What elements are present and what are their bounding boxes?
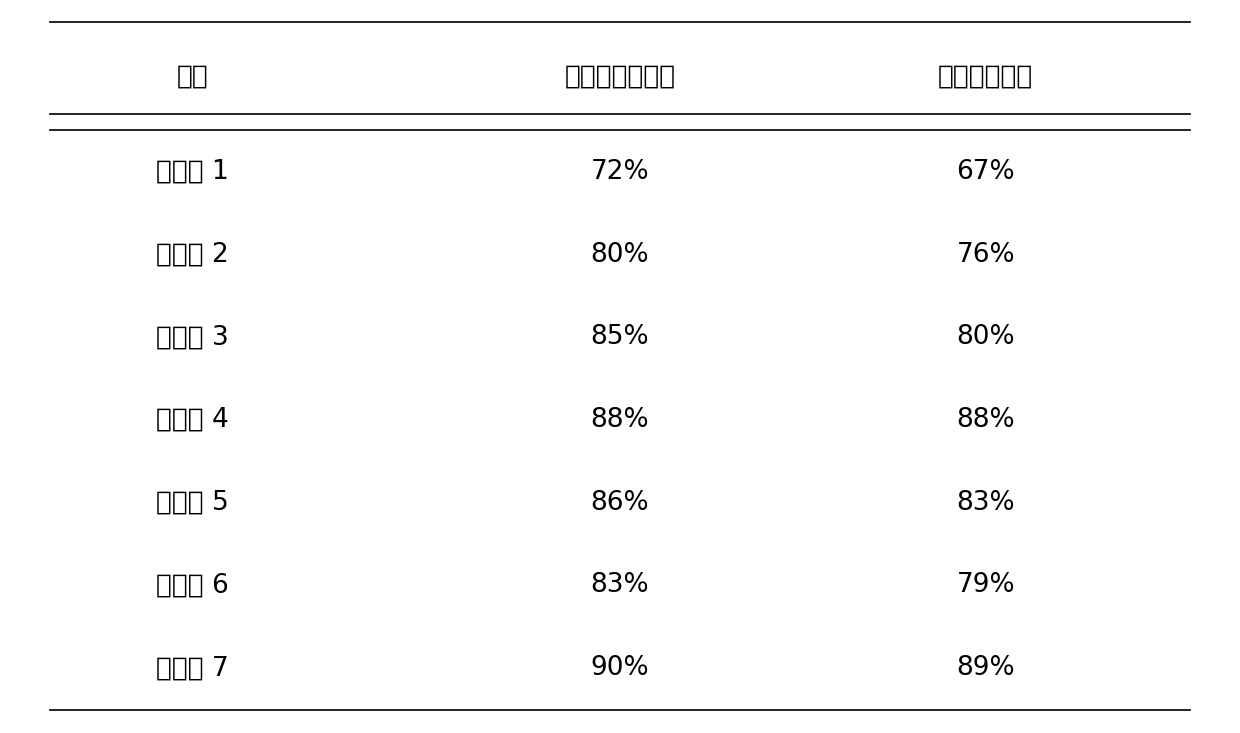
- Text: 甲基橙处理率: 甲基橙处理率: [939, 64, 1033, 90]
- Text: 72%: 72%: [590, 159, 650, 185]
- Text: 实施例 7: 实施例 7: [156, 655, 228, 681]
- Text: 实施例 5: 实施例 5: [156, 490, 228, 516]
- Text: 实施例 6: 实施例 6: [156, 572, 228, 598]
- Text: 88%: 88%: [956, 407, 1016, 433]
- Text: 80%: 80%: [590, 242, 650, 268]
- Text: 85%: 85%: [590, 324, 650, 350]
- Text: 79%: 79%: [956, 572, 1016, 598]
- Text: 83%: 83%: [590, 572, 650, 598]
- Text: 76%: 76%: [956, 242, 1016, 268]
- Text: 实施例 2: 实施例 2: [156, 242, 228, 268]
- Text: 89%: 89%: [956, 655, 1016, 681]
- Text: 86%: 86%: [590, 490, 650, 516]
- Text: 83%: 83%: [956, 490, 1016, 516]
- Text: 实施例 4: 实施例 4: [156, 407, 228, 433]
- Text: 88%: 88%: [590, 407, 650, 433]
- Text: 67%: 67%: [956, 159, 1016, 185]
- Text: 90%: 90%: [590, 655, 650, 681]
- Text: 实施例 3: 实施例 3: [156, 324, 228, 350]
- Text: 亚甲基蓝处理率: 亚甲基蓝处理率: [564, 64, 676, 90]
- Text: 实施例 1: 实施例 1: [156, 159, 228, 185]
- Text: 80%: 80%: [956, 324, 1016, 350]
- Text: 序号: 序号: [176, 64, 208, 90]
